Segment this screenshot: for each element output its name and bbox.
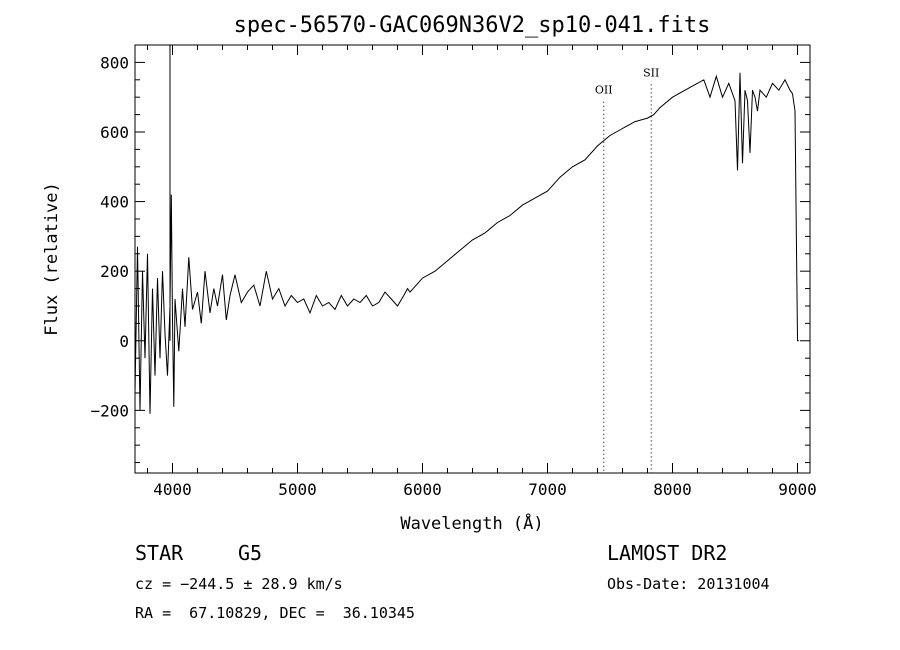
x-tick-label: 8000 (653, 480, 692, 499)
y-tick-label: 600 (100, 123, 129, 142)
y-tick-label: −200 (90, 401, 129, 420)
plot-frame (134, 44, 811, 474)
line-label-oii: OII (595, 84, 613, 97)
x-tick-label: 4000 (153, 480, 192, 499)
y-tick-label: 800 (100, 53, 129, 72)
redshift-velocity: cz = −244.5 ± 28.9 km/s (135, 575, 343, 593)
x-tick-label: 6000 (403, 480, 442, 499)
x-tick-label: 7000 (528, 480, 567, 499)
y-tick-label: 200 (100, 262, 129, 281)
y-tick-label: 0 (119, 332, 129, 351)
survey-name: LAMOST DR2 (607, 541, 728, 565)
x-tick-label: 9000 (778, 480, 817, 499)
series-layer (135, 45, 799, 414)
observation-date: Obs-Date: 20131004 (607, 575, 770, 593)
x-axis: 4000 5000 6000 7000 8000 9000 (147, 45, 817, 499)
y-axis: −200 0 200 400 600 800 (90, 44, 810, 464)
y-axis-label: Flux (relative) (42, 182, 62, 336)
x-axis-label: Wavelength (Å) (400, 512, 543, 534)
object-subclass: G5 (238, 541, 263, 565)
line-label-sii: SII (643, 66, 659, 79)
object-class: STAR (135, 541, 184, 565)
x-tick-label: 5000 (278, 480, 317, 499)
spectrum-line (135, 72, 799, 414)
coordinates: RA = 67.10829, DEC = 36.10345 (135, 604, 415, 622)
chart-title: spec-56570-GAC069N36V2_sp10-041.fits (234, 13, 711, 38)
annotation-layer: OII SII (595, 66, 659, 473)
y-tick-label: 400 (100, 193, 129, 212)
plot-border (134, 44, 811, 474)
